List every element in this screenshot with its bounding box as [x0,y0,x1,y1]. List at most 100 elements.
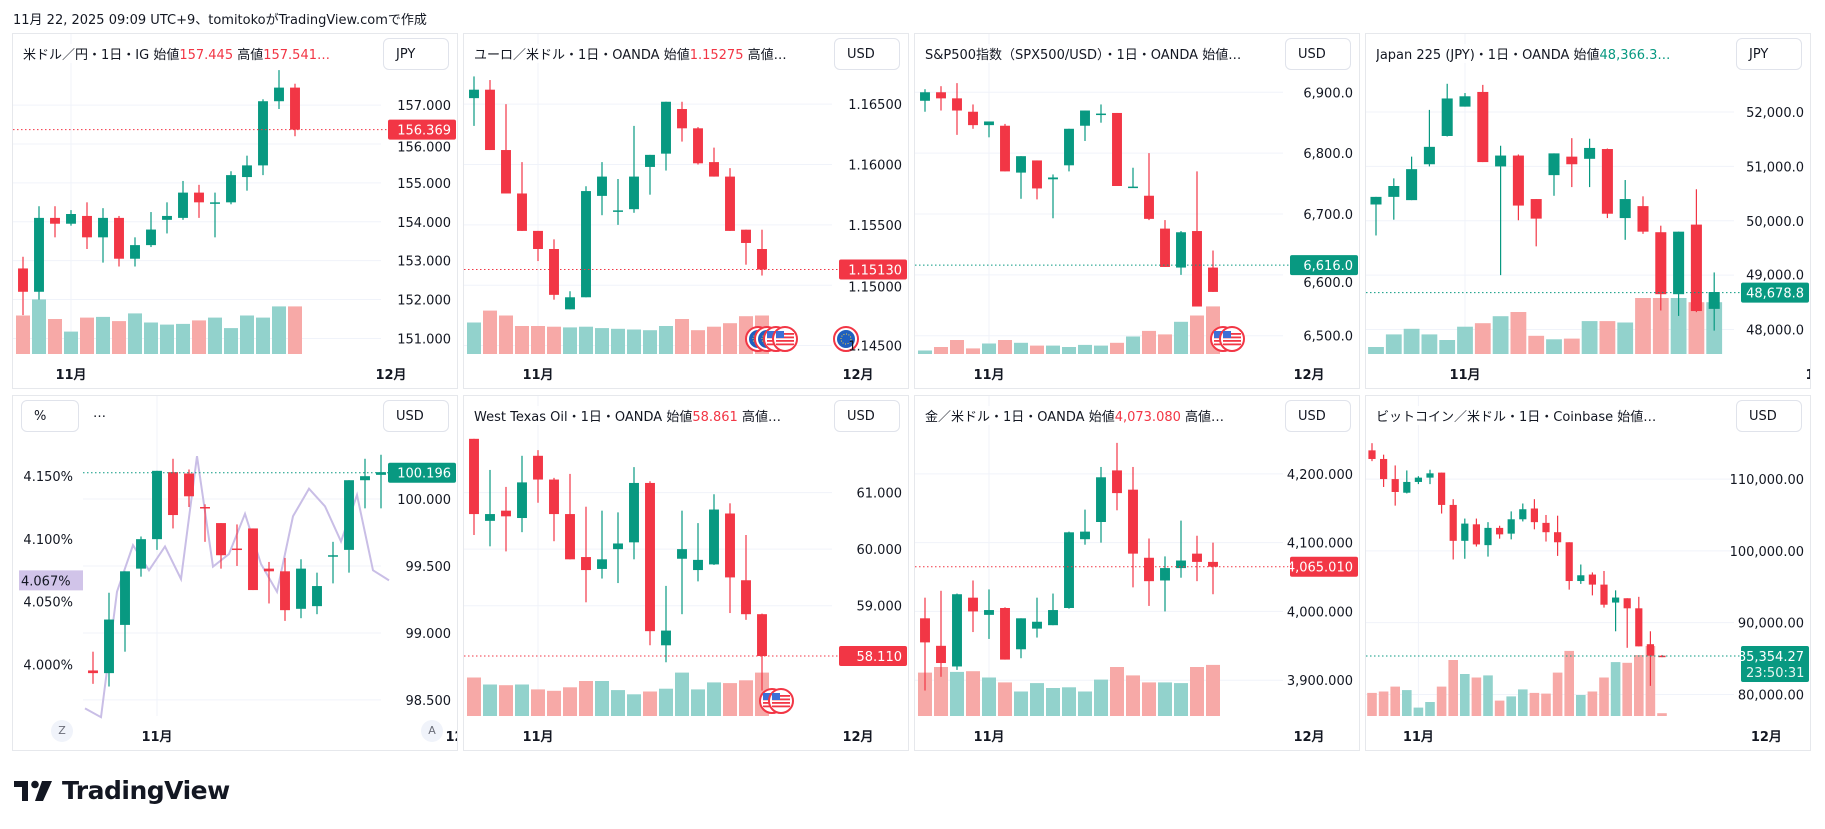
candle [469,76,479,126]
candle [184,469,194,508]
chart-title[interactable]: West Texas Oil・1日・OANDA 始値58.861 高値… [474,406,783,425]
us-event-flag-icon[interactable] [772,326,798,352]
volume-bar [1564,650,1574,716]
candle [114,215,124,267]
volume-bar [256,317,270,354]
candle [725,168,735,231]
eu-event-flag-icon[interactable] [833,326,859,352]
chart-canvas-btcusd[interactable]: 110,000.00 100,000.00 90,000.00 80,000.00 85… [1366,396,1811,751]
candle [1423,109,1435,167]
chart-panel-wtico[interactable]: 61.000 60.000 59.000 58.110 11月 12月 West Texas… [463,395,909,751]
y-axis-tick-label: 52,000.0 [1746,106,1804,121]
currency-button[interactable]: USD [1285,400,1351,432]
candle [1542,514,1550,542]
ohlc-field-label: 始値 [662,410,693,425]
chart-panel-usdjpy[interactable]: 157.000 156.000 155.000 154.000 153.000 152.0… [12,33,458,389]
chart-panel-eurusd[interactable]: 1.16500 1.16000 1.15500 1.15000 1.14500 1.151… [463,33,909,389]
y-axis-tick-label: 1.15500 [848,219,902,234]
volume-bar [950,340,964,354]
last-price-label: 1.15130 [848,264,902,279]
candle [152,470,162,550]
last-price-label: 85,354.27 [1738,650,1804,665]
left-scale-unit-button[interactable]: % [21,400,79,432]
candle [1064,128,1074,172]
volume-bar [723,683,737,716]
y-axis-tick-label: 48,000.0 [1746,324,1804,339]
ohlc-field-label: 始値 [1084,410,1115,425]
last-price-badge: 6,616.0 [1290,255,1358,276]
tradingview-wordmark: TradingView [62,776,230,805]
us-event-flag-icon[interactable] [1219,326,1245,352]
tradingview-logo[interactable]: TradingView [14,776,230,805]
volume-bar [1483,675,1493,716]
candle [1588,572,1596,596]
zoom-toggle-button[interactable]: Z [51,720,73,742]
last-price-badge: 1.15130 [839,259,907,280]
candle [920,89,930,112]
chart-title[interactable]: Japan 225 (JPY)・1日・OANDA 始値48,366.3… [1376,44,1673,63]
auto-scale-button[interactable]: A [421,720,443,742]
chart-panel-xauusd[interactable]: 4,200.000 4,100.000 4,000.000 3,900.000 4,06… [914,395,1360,751]
volume-bar [1110,667,1124,716]
volume-bar [595,328,609,354]
currency-button[interactable]: JPY [383,38,449,70]
chart-canvas-xauusd[interactable]: 4,200.000 4,100.000 4,000.000 3,900.000 4,06… [915,396,1360,751]
candle [549,239,559,300]
currency-button[interactable]: USD [1285,38,1351,70]
volume-bar [1634,655,1644,716]
currency-button[interactable]: USD [834,38,900,70]
currency-button[interactable]: JPY [1736,38,1802,70]
volume-bar [16,315,30,354]
chart-panel-dxy_us10y[interactable]: 100.000 99.500 99.000 98.500 100.196 4.150% 4.… [12,395,458,751]
chart-title[interactable]: … [93,406,108,421]
volume-bar [643,330,657,354]
y-axis-tick-label: 6,800.0 [1303,147,1353,162]
candle [757,229,767,276]
candle [1096,104,1106,123]
volume-bar [499,315,513,354]
candle [1673,231,1685,316]
volume-bar [1688,302,1705,354]
candle [1192,535,1202,582]
candle [82,202,92,249]
chart-title[interactable]: ユーロ／米ドル・1日・OANDA 始値1.15275 高値… [474,44,789,63]
candle [34,206,44,300]
candle [1530,199,1542,247]
volume-bar [1599,321,1616,354]
last-price-label: 4,065.010 [1287,561,1353,576]
chart-canvas-wtico[interactable]: 61.000 60.000 59.000 58.110 11月 12月 [464,396,909,751]
currency-button[interactable]: USD [834,400,900,432]
volume-bar [1657,713,1667,716]
ohlc-field-value: 157.445 [179,48,234,63]
y-axis-tick-label: 59.000 [857,600,903,615]
candle [98,208,108,263]
currency-button[interactable]: USD [383,400,449,432]
candle [1512,154,1524,221]
chart-canvas-spx500[interactable]: 6,900.0 6,800.0 6,700.0 6,600.0 6,500.0 6,616… [915,34,1360,389]
ohlc-field-label: 高値 [233,48,264,63]
volume-bar [1510,312,1527,354]
volume-bar [950,671,964,716]
volume-bar [483,310,497,354]
chart-canvas-usdjpy[interactable]: 157.000 156.000 155.000 154.000 153.000 152.0… [13,34,458,389]
chart-title[interactable]: 米ドル／円・1日・IG 始値157.445 高値157.541… [23,44,332,63]
chart-title[interactable]: S&P500指数（SPX500/USD）・1日・OANDA 始値… [925,44,1244,63]
candle [1441,83,1453,137]
symbol-name: 金／米ドル・1日・OANDA [925,410,1085,425]
chart-canvas-dxy_us10y[interactable]: 100.000 99.500 99.000 98.500 100.196 4.150% 4.… [13,396,458,751]
chart-panel-spx500[interactable]: 6,900.0 6,800.0 6,700.0 6,600.0 6,500.0 6,616… [914,33,1360,389]
chart-canvas-eurusd[interactable]: 1.16500 1.16000 1.15500 1.15000 1.14500 1.151… [464,34,909,389]
us-event-flag-icon[interactable] [768,688,794,714]
candle [936,590,946,677]
chart-panel-jp225[interactable]: 52,000.0 51,000.0 50,000.0 49,000.0 48,000.0… [1365,33,1811,389]
chart-title[interactable]: ビットコイン／米ドル・1日・Coinbase 始値… [1376,406,1659,425]
yield-last-label: 4.067% [21,574,71,589]
volume-bar [1576,695,1586,716]
chart-title[interactable]: 金／米ドル・1日・OANDA 始値4,073.080 高値… [925,406,1227,425]
y-axis-tick-label: 155.000 [397,177,451,192]
candle [242,155,252,191]
volume-bar [1439,340,1456,354]
chart-panel-btcusd[interactable]: 110,000.00 100,000.00 90,000.00 80,000.00 85… [1365,395,1811,751]
chart-canvas-jp225[interactable]: 52,000.0 51,000.0 50,000.0 49,000.0 48,000.0… [1366,34,1811,389]
currency-button[interactable]: USD [1736,400,1802,432]
